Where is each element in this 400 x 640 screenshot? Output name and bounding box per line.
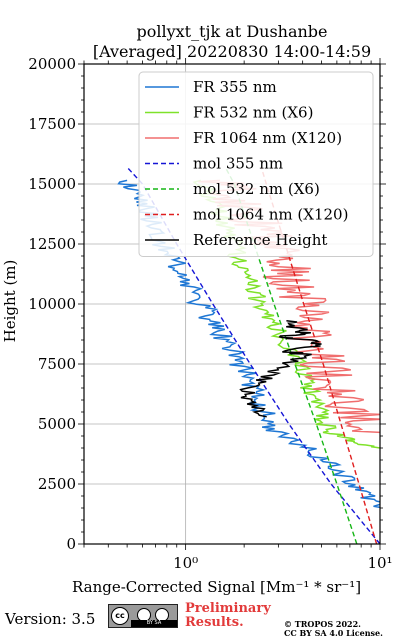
preliminary-line2: Results.	[185, 615, 244, 630]
cc-badge-strip: BY SA	[131, 620, 177, 627]
chart-title-line2: [Averaged] 20220830 14:00-14:59	[92, 42, 372, 61]
legend-label: mol 355 nm	[193, 155, 283, 173]
copyright-line1: © TROPOS 2022.	[284, 619, 361, 629]
legend-label: Reference Height	[193, 231, 327, 249]
y-tick-label: 15000	[28, 175, 76, 193]
preliminary-label: Preliminary Results.	[185, 602, 271, 630]
y-tick-label: 0	[66, 535, 76, 553]
series-line-5	[260, 167, 378, 544]
legend-label: mol 532 nm (X6)	[193, 180, 320, 198]
legend-label: mol 1064 nm (X120)	[193, 206, 348, 224]
cc-license-badge: cc BY SA	[108, 604, 178, 628]
legend-label: FR 355 nm	[193, 78, 277, 96]
legend-box	[138, 71, 374, 257]
x-tick-label: 10¹	[367, 554, 392, 572]
copyright-note: © TROPOS 2022. CC BY SA 4.0 License.	[284, 620, 383, 638]
y-tick-label: 17500	[28, 115, 76, 133]
series-line-6	[239, 320, 322, 418]
y-tick-label: 2500	[38, 475, 76, 493]
y-tick-label: 12500	[28, 235, 76, 253]
y-tick-label: 5000	[38, 415, 76, 433]
legend-label: FR 532 nm (X6)	[193, 104, 313, 122]
cc-icon: cc	[111, 607, 129, 625]
y-tick-label: 20000	[28, 55, 76, 73]
plot-frame	[83, 63, 381, 545]
version-label: Version: 3.5	[5, 610, 96, 628]
y-tick-label: 7500	[38, 355, 76, 373]
y-tick-label: 10000	[28, 295, 76, 313]
legend-label: FR 1064 nm (X120)	[193, 129, 342, 147]
x-tick-label: 10⁰	[173, 554, 198, 572]
y-axis-label: Height (m)	[1, 259, 19, 343]
copyright-line2: CC BY SA 4.0 License.	[284, 628, 383, 638]
x-axis-label: Range-Corrected Signal [Mm⁻¹ * sr⁻¹]	[72, 578, 362, 596]
chart-title-line1: pollyxt_tjk at Dushanbe	[136, 22, 328, 41]
preliminary-line1: Preliminary	[185, 601, 271, 616]
